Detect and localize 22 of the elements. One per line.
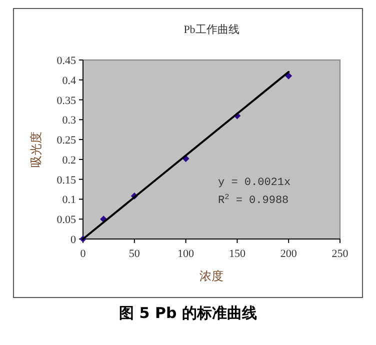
y-tick-label: 0.15 <box>56 174 76 186</box>
x-tick-label: 0 <box>80 248 86 260</box>
x-tick-label: 150 <box>228 248 246 260</box>
x-tick-label: 50 <box>128 248 140 260</box>
annotation: y = 0.0021x <box>218 177 292 189</box>
y-tick-label: 0.35 <box>56 94 76 107</box>
annotation: R$^{2}$ = 0.9988 <box>218 193 289 207</box>
chart-title: Pb工作曲线 <box>184 23 240 36</box>
y-tick-label: 0.45 <box>56 55 76 67</box>
y-tick-label: 0.1 <box>62 194 76 206</box>
y-tick-label: 0 <box>70 234 76 246</box>
y-axis-title: 吸光度 <box>29 132 43 168</box>
y-tick-label: 0.2 <box>62 154 76 166</box>
caption: 图 5 Pb 的标准曲线 <box>119 304 257 322</box>
y-tick-label: 0.25 <box>56 134 76 147</box>
x-tick-label: 100 <box>178 248 195 260</box>
y-tick-label: 0.3 <box>62 114 76 127</box>
x-tick-label: 200 <box>280 248 298 260</box>
x-axis-title: 浓度 <box>200 269 224 283</box>
y-tick-label: 0.4 <box>62 74 76 87</box>
x-tick-label: 250 <box>332 248 349 260</box>
y-tick-label: 0.05 <box>56 214 76 226</box>
